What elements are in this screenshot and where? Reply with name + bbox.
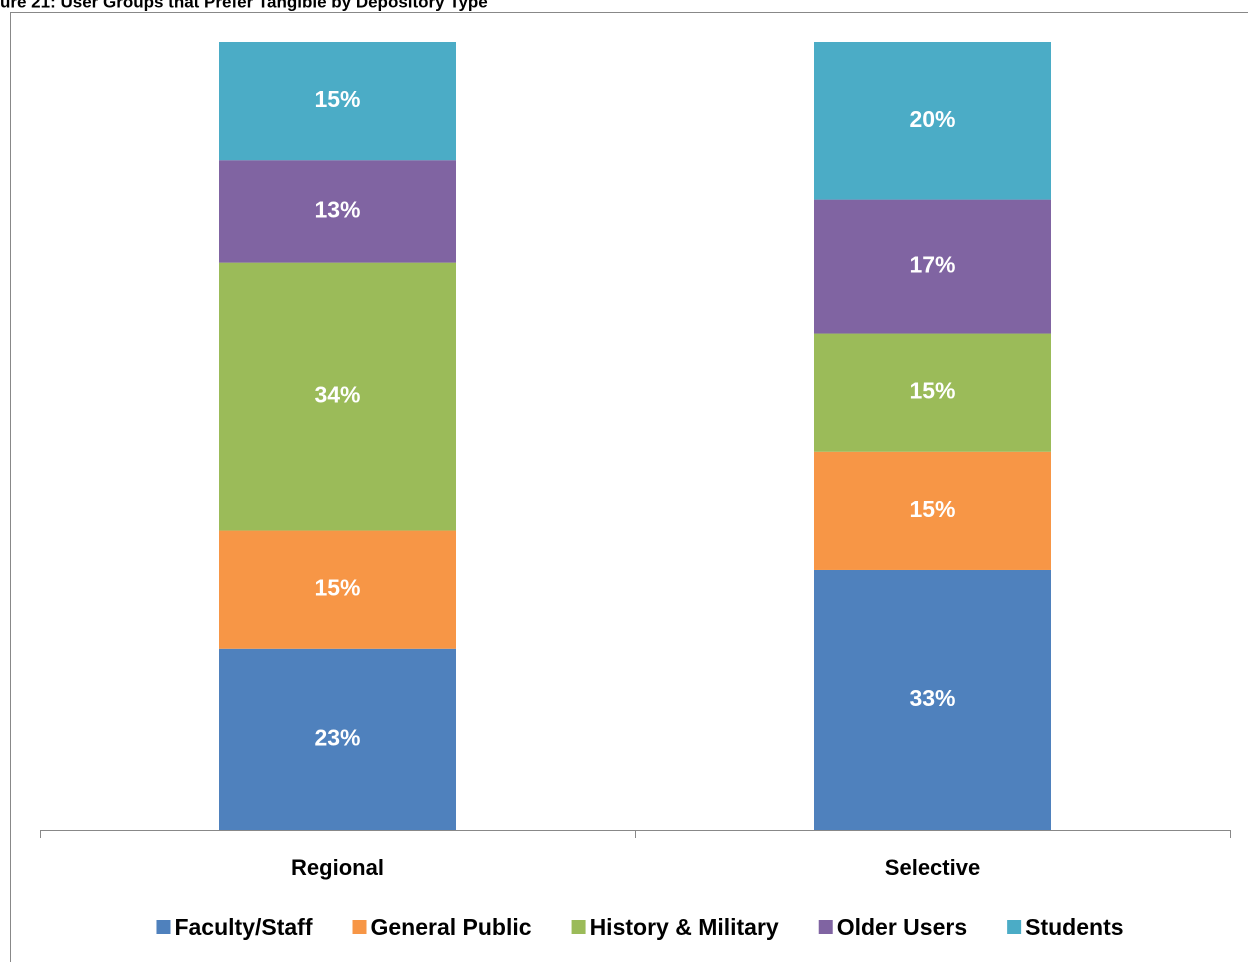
- legend-swatch: [818, 920, 833, 934]
- legend-swatch: [352, 920, 367, 934]
- chart-frame: [10, 12, 1248, 962]
- x-tick-label: Selective: [885, 855, 980, 880]
- value-label: 23%: [314, 724, 360, 750]
- chart-title: ure 21: User Groups that Prefer Tangible…: [0, 0, 488, 11]
- legend-label: Students: [1025, 914, 1123, 940]
- bar-segment: [814, 569, 1051, 830]
- value-label: 15%: [314, 86, 360, 112]
- bar-segment: [219, 160, 456, 263]
- legend-swatch: [1007, 920, 1022, 934]
- value-label: 15%: [314, 575, 360, 601]
- bar-segment: [814, 199, 1051, 334]
- value-label: 13%: [314, 196, 360, 222]
- value-label: 17%: [909, 252, 955, 278]
- bar-segment: [814, 42, 1051, 200]
- value-label: 20%: [909, 106, 955, 132]
- x-tick-label: Regional: [291, 855, 384, 880]
- legend-label: Older Users: [837, 914, 967, 940]
- value-label: 34%: [314, 382, 360, 408]
- bar-segment: [219, 530, 456, 649]
- value-label: 33%: [909, 685, 955, 711]
- bar-segment: [219, 42, 456, 161]
- bar-segment: [219, 262, 456, 531]
- value-label: 15%: [909, 378, 955, 404]
- legend-label: Faculty/Staff: [174, 914, 312, 940]
- value-label: 15%: [909, 496, 955, 522]
- legend-swatch: [571, 920, 586, 934]
- legend-label: General Public: [371, 914, 532, 940]
- bar-segment: [814, 451, 1051, 570]
- bar-segment: [219, 648, 456, 830]
- bar-segment: [814, 333, 1051, 452]
- legend-swatch: [156, 920, 171, 934]
- legend-label: History & Military: [590, 914, 779, 940]
